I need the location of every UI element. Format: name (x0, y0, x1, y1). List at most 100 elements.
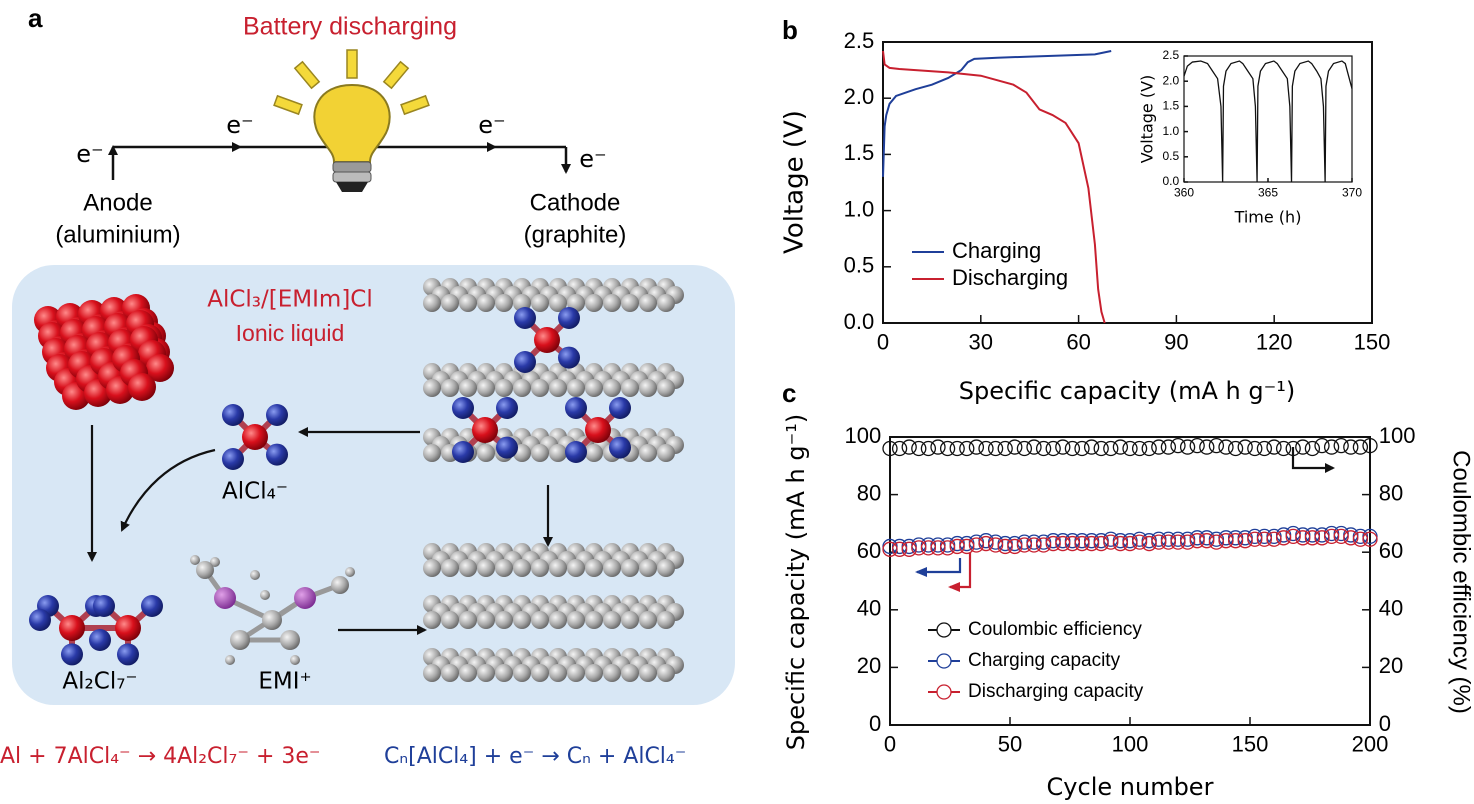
species-label: Al₂Cl₇⁻ (62, 669, 137, 695)
point (1266, 439, 1282, 455)
atom (639, 559, 657, 577)
atom (513, 559, 531, 577)
point (1074, 535, 1090, 552)
point (1179, 531, 1196, 547)
atom (549, 559, 567, 577)
atom (459, 664, 477, 682)
atom (514, 351, 536, 373)
electron-label: e⁻ (76, 140, 103, 168)
point (1218, 439, 1234, 455)
axis-arrows (915, 447, 1335, 592)
atom (242, 424, 268, 450)
y-tick-label: 0 (869, 711, 881, 736)
y-tick-label: 1.0 (844, 196, 875, 221)
point (987, 440, 1004, 457)
point (1083, 535, 1100, 552)
atom (441, 294, 459, 312)
cathode-label: (graphite) (524, 221, 627, 248)
atom (585, 444, 603, 462)
point (959, 440, 975, 457)
x-tick-label: 0 (877, 330, 889, 355)
atom (513, 664, 531, 682)
y-tick-label: 20 (857, 653, 881, 678)
atom (29, 609, 51, 631)
anode-label: Anode (83, 189, 152, 216)
y-axis-label: Specific capacity (mA h g⁻¹) (782, 414, 810, 751)
legend-label: Charging (952, 238, 1041, 263)
atom (534, 327, 560, 353)
atom (260, 590, 270, 600)
atom (657, 379, 675, 397)
x-tick-label: 0 (884, 732, 896, 757)
point (1208, 437, 1225, 454)
point (1333, 437, 1349, 454)
atom (250, 570, 260, 580)
point (1026, 537, 1042, 553)
atom (472, 417, 498, 443)
point (1179, 534, 1196, 550)
point (1141, 533, 1157, 549)
atom (222, 404, 244, 426)
point (882, 541, 898, 557)
point (1035, 534, 1052, 550)
atom (196, 561, 214, 579)
arrows (87, 425, 553, 635)
y-tick-label: 1.5 (1163, 99, 1180, 113)
atom (423, 444, 441, 462)
legend-label: Discharging (952, 265, 1068, 290)
point (1122, 535, 1138, 552)
point (1218, 533, 1234, 549)
point (1227, 533, 1244, 549)
point (920, 540, 937, 556)
y-tick-label: 60 (857, 538, 881, 563)
point (939, 537, 956, 553)
atom (639, 611, 657, 629)
point (1035, 537, 1052, 553)
atom (558, 307, 580, 329)
point (901, 541, 917, 557)
point (1208, 531, 1225, 547)
atom (567, 559, 585, 577)
x-tick-label: 100 (1112, 732, 1149, 757)
bulb (273, 49, 430, 192)
point (1122, 440, 1138, 457)
point (1093, 535, 1109, 552)
point (891, 541, 908, 557)
y-tick-label: 0.0 (844, 309, 875, 334)
x-tick-label: 360 (1174, 186, 1194, 200)
legend-label: Coulombic efficiency (968, 619, 1142, 640)
atom (441, 664, 459, 682)
point (1112, 535, 1129, 552)
panel-label: c (782, 378, 796, 408)
atom (531, 294, 549, 312)
atom (549, 611, 567, 629)
legend-marker (936, 622, 952, 638)
atom (585, 379, 603, 397)
x-tick-label: 120 (1256, 330, 1293, 355)
atom (290, 655, 300, 665)
atom (621, 611, 639, 629)
electrolyte-label: Ionic liquid (236, 320, 345, 346)
point (1083, 439, 1100, 455)
point (1247, 440, 1263, 457)
circuit: Battery discharging e⁻ e⁻ e⁻ e⁻ Anode (a… (55, 13, 626, 249)
atom (621, 559, 639, 577)
y-tick-label: 40 (857, 596, 881, 621)
point (1352, 531, 1369, 547)
point (1285, 528, 1301, 545)
legend-marker (936, 684, 952, 700)
x-tick-label: 150 (1354, 330, 1391, 355)
atom (495, 379, 513, 397)
point (930, 540, 946, 556)
atom (423, 664, 441, 682)
point (1199, 533, 1215, 549)
point (1160, 439, 1177, 455)
y-tick-label: 2.5 (844, 28, 875, 53)
y-tick-label: 0.5 (1163, 149, 1180, 163)
atom (657, 294, 675, 312)
atom (262, 610, 282, 630)
point (1314, 437, 1330, 454)
point (1227, 440, 1244, 457)
atom (441, 379, 459, 397)
atom (477, 379, 495, 397)
